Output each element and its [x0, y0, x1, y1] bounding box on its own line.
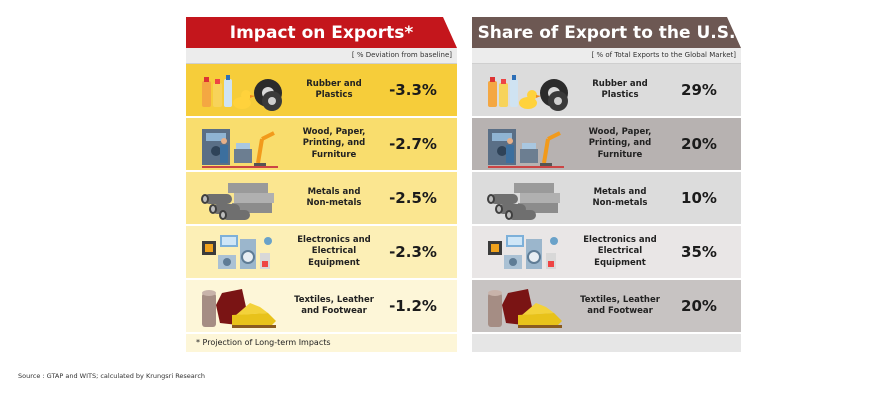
value-label: 20% — [681, 297, 717, 315]
value-label: -2.3% — [389, 243, 437, 261]
category-label-line: Textiles, Leather — [294, 294, 374, 305]
category-label-line: and Footwear — [301, 306, 367, 316]
category-label: Wood, Paper, Printing, and Furniture — [292, 118, 376, 170]
table-row: Rubber and Plastics 29% — [472, 64, 741, 118]
table-row: Rubber and Plastics -3.3% — [186, 64, 457, 118]
table-row: Textiles, Leather and Footwear 20% — [472, 280, 741, 334]
category-label-line: Metals and — [593, 186, 647, 197]
value-label: -2.7% — [389, 135, 437, 153]
rubber-plastics-icon — [202, 75, 282, 111]
textiles-footwear-icon — [488, 289, 562, 328]
category-label-line: Non-metals — [592, 198, 648, 208]
footer-spacer — [472, 334, 741, 352]
metals-pipes-icon — [201, 183, 274, 220]
category-label-line: Electrical — [597, 246, 643, 257]
source-note: Source : GTAP and WITS; calculated by Kr… — [18, 372, 206, 380]
rows-container: Rubber and Plastics -3.3% Wood, Paper, Print… — [186, 64, 457, 334]
table-row: Textiles, Leather and Footwear -1.2% — [186, 280, 457, 334]
value-label: 10% — [681, 189, 717, 207]
wood-paper-furniture-icon — [202, 129, 278, 168]
category-label-line: Printing, and — [588, 138, 652, 149]
category-label-line: Furniture — [597, 149, 643, 160]
value-label: 20% — [681, 135, 717, 153]
category-label-line: Non-metals — [306, 198, 362, 208]
table-row: Electronics and Electrical Equipment 35% — [472, 226, 741, 280]
category-label-line: Furniture — [311, 149, 357, 160]
panel-title: Share of Export to the U.S. — [472, 17, 741, 48]
panel-title: Impact on Exports* — [186, 17, 457, 48]
category-label-line: Wood, Paper, — [588, 126, 652, 137]
category-label: Electronics and Electrical Equipment — [578, 226, 662, 278]
category-label-line: Electronics and — [583, 234, 657, 245]
category-label: Textiles, Leather and Footwear — [292, 280, 376, 332]
category-label: Metals and Non-metals — [578, 172, 662, 224]
table-row: Wood, Paper, Printing, and Furniture 20% — [472, 118, 741, 172]
category-label-line: Rubber and — [306, 78, 362, 89]
electronics-icon — [202, 235, 272, 269]
category-label-line: Equipment — [594, 257, 646, 268]
category-label: Rubber and Plastics — [578, 64, 662, 116]
panel-subtitle: [ % Deviation from baseline] — [186, 48, 457, 64]
table-row: Metals and Non-metals -2.5% — [186, 172, 457, 226]
category-label-line: Electronics and — [297, 234, 371, 245]
category-label: Textiles, Leather and Footwear — [578, 280, 662, 332]
category-label-line: Equipment — [308, 257, 360, 268]
value-label: -1.2% — [389, 297, 437, 315]
table-row: Wood, Paper, Printing, and Furniture -2.7% — [186, 118, 457, 172]
electronics-icon — [488, 235, 558, 269]
rows-container: Rubber and Plastics 29% Wood, Paper, Printin… — [472, 64, 741, 334]
category-label: Metals and Non-metals — [292, 172, 376, 224]
category-label-line: Printing, and — [302, 138, 366, 149]
category-label-line: Electrical — [311, 246, 357, 257]
textiles-footwear-icon — [202, 289, 276, 328]
category-label-line: Textiles, Leather — [580, 294, 660, 305]
category-label: Wood, Paper, Printing, and Furniture — [578, 118, 662, 170]
value-label: -3.3% — [389, 81, 437, 99]
metals-pipes-icon — [487, 183, 560, 220]
category-label-line: Plastics — [601, 90, 639, 100]
category-label-line: and Footwear — [587, 306, 653, 316]
value-label: -2.5% — [389, 189, 437, 207]
category-label-line: Plastics — [315, 90, 353, 100]
value-label: 35% — [681, 243, 717, 261]
panel-subtitle: [ % of Total Exports to the Global Marke… — [472, 48, 741, 64]
value-label: 29% — [681, 81, 717, 99]
category-label: Rubber and Plastics — [292, 64, 376, 116]
table-row: Metals and Non-metals 10% — [472, 172, 741, 226]
rubber-plastics-icon — [488, 75, 568, 111]
category-label-line: Wood, Paper, — [302, 126, 366, 137]
category-label-line: Metals and — [307, 186, 361, 197]
wood-paper-furniture-icon — [488, 129, 564, 168]
category-label: Electronics and Electrical Equipment — [292, 226, 376, 278]
impact-on-exports-panel: Impact on Exports* [ % Deviation from ba… — [186, 17, 457, 352]
share-of-export-panel: Share of Export to the U.S. [ % of Total… — [472, 17, 741, 352]
category-label-line: Rubber and — [592, 78, 648, 89]
footnote: * Projection of Long-term Impacts — [186, 334, 457, 352]
table-row: Electronics and Electrical Equipment -2.3% — [186, 226, 457, 280]
